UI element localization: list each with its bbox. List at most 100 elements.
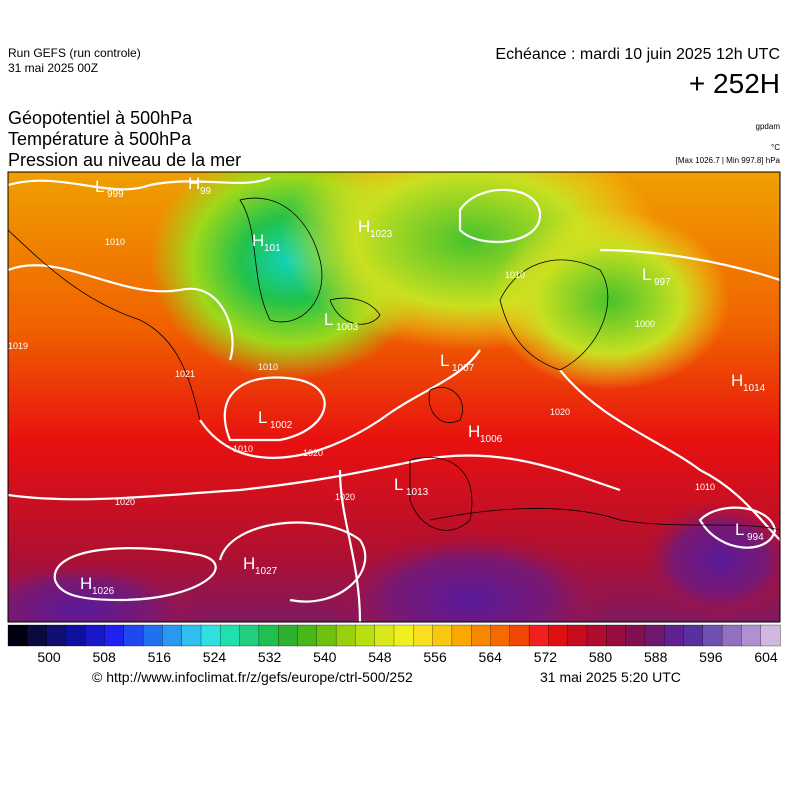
colorbar-tick-label: 540	[313, 649, 337, 665]
center-symbol: L	[642, 265, 651, 284]
center-value: 1014	[743, 383, 766, 394]
center-symbol: L	[95, 177, 104, 196]
colorbar-swatch	[239, 624, 260, 647]
run-date: 31 mai 2025 00Z	[8, 61, 99, 75]
colorbar-tick-label: 508	[92, 649, 116, 665]
isobar-label: 1010	[233, 444, 253, 454]
isobar-label: 1000	[635, 319, 655, 329]
center-value: 1007	[452, 363, 475, 374]
colorbar-tick-label: 524	[203, 649, 227, 665]
source-url: © http://www.infoclimat.fr/z/gefs/europe…	[92, 669, 413, 685]
colorbar-swatch	[528, 624, 550, 647]
colorbar-swatch	[200, 624, 221, 647]
center-value: 1002	[270, 420, 293, 431]
colorbar-swatch	[432, 624, 453, 647]
center-symbol: L	[258, 408, 267, 427]
unit: gpdam	[755, 122, 780, 131]
center-value: 997	[654, 277, 671, 288]
colorbar-swatch	[142, 624, 164, 647]
isobar-label: 1010	[505, 270, 525, 280]
isobar-label: 1020	[303, 448, 323, 458]
run-label: Run GEFS (run controle)	[8, 46, 141, 60]
isobar-label: 1010	[105, 237, 125, 247]
unit: °C	[771, 143, 780, 152]
center-value: 99	[200, 186, 212, 197]
colorbar-swatch	[644, 624, 665, 647]
center-value: 994	[747, 532, 764, 543]
colorbar-swatch	[46, 624, 67, 647]
colorbar-tick-label: 516	[148, 649, 172, 665]
colorbar-swatch	[413, 624, 434, 647]
center-symbol: L	[735, 520, 744, 539]
center-symbol: H	[252, 231, 264, 250]
timestamp: 31 mai 2025 5:20 UTC	[540, 669, 681, 685]
colorbar-swatch	[85, 624, 106, 647]
colorbar-tick-label: 580	[589, 649, 613, 665]
colorbar-swatch	[297, 624, 318, 647]
colorbar-tick-label: 500	[37, 649, 61, 665]
colorbar-swatch	[683, 624, 704, 647]
center-symbol: H	[358, 217, 370, 236]
colorbar-swatch	[374, 624, 395, 647]
colorbar-swatch	[664, 624, 685, 647]
center-symbol: H	[731, 371, 743, 390]
colorbar-tick-label: 604	[754, 649, 778, 665]
colorbar-swatch	[393, 624, 414, 647]
colorbar-swatch	[509, 624, 530, 647]
colorbar-swatch	[123, 624, 144, 647]
colorbar-swatch	[162, 624, 183, 647]
colorbar-swatch	[335, 624, 357, 647]
colorbar-tick-label: 556	[423, 649, 447, 665]
colorbar-swatch	[490, 624, 511, 647]
colorbar-swatch	[760, 624, 781, 647]
colorbar-tick-label: 588	[644, 649, 668, 665]
isobar-label: 1020	[115, 497, 135, 507]
colorbar-tick-label: 532	[258, 649, 282, 665]
colorbar-swatch	[104, 624, 125, 647]
colorbar-swatch	[702, 624, 723, 647]
colorbar-swatch	[471, 624, 492, 647]
colorbar-swatch	[741, 624, 762, 647]
colorbar-tick-label: 572	[534, 649, 558, 665]
center-symbol: L	[324, 310, 333, 329]
isobar-label: 1010	[258, 362, 278, 372]
isobar-label: 1020	[335, 492, 355, 502]
center-value: 1027	[255, 566, 278, 577]
isobar-label: 1010	[695, 482, 715, 492]
colorbar-swatch	[625, 624, 646, 647]
isobar-label: 1019	[8, 341, 28, 351]
center-value: 1006	[480, 434, 503, 445]
center-symbol: L	[440, 351, 449, 370]
center-symbol: H	[468, 422, 480, 441]
colorbar-swatch	[65, 624, 86, 647]
center-value: 1023	[370, 229, 393, 240]
isobar-label: 1021	[175, 369, 195, 379]
center-symbol: H	[80, 574, 92, 593]
center-symbol: H	[243, 554, 255, 573]
isobar-label: 1020	[550, 407, 570, 417]
center-symbol: L	[394, 475, 403, 494]
colorbar-swatch	[586, 624, 607, 647]
field-title: Température à 500hPa	[8, 129, 192, 149]
colorbar-tick-label: 564	[479, 649, 503, 665]
lead-time: + 252H	[688, 68, 780, 99]
colorbar-swatch	[181, 624, 202, 647]
colorbar-swatch	[7, 624, 28, 647]
center-value: 1003	[336, 322, 359, 333]
valid-time: Echéance : mardi 10 juin 2025 12h UTC	[495, 46, 780, 63]
colorbar-swatch	[721, 624, 743, 647]
colorbar-swatch	[27, 624, 48, 647]
colorbar-swatch	[355, 624, 376, 647]
field-title: Géopotentiel à 500hPa	[8, 108, 193, 128]
colorbar-swatch	[278, 624, 299, 647]
center-value: 999	[107, 189, 124, 200]
colorbar-tick-label: 548	[368, 649, 392, 665]
colorbar-tick-label: 596	[699, 649, 723, 665]
colorbar-swatch	[316, 624, 337, 647]
field-title: Pression au niveau de la mer	[8, 150, 242, 170]
center-value: 1026	[92, 586, 115, 597]
center-value: 101	[264, 243, 281, 254]
colorbar-swatch	[548, 624, 569, 647]
